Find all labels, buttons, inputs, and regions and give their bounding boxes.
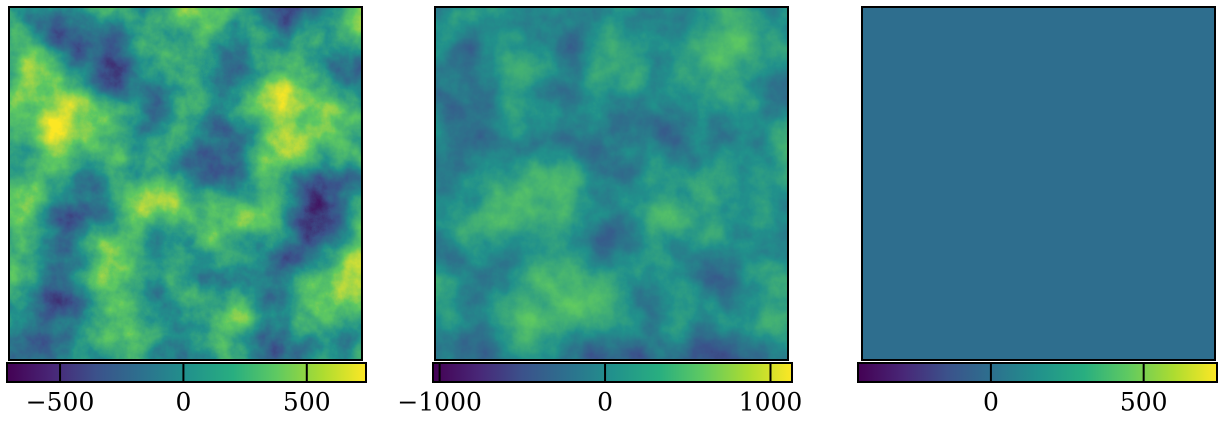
colorbar bbox=[857, 362, 1218, 383]
colorbar-tick-label: −500 bbox=[26, 388, 95, 417]
colorbar-tick-label: 0 bbox=[175, 388, 191, 417]
colorbar-tick-label: 500 bbox=[1120, 388, 1168, 417]
colorbar-tick-label: 0 bbox=[597, 388, 613, 417]
image-frame bbox=[8, 6, 363, 361]
colorbar-tick-label: 500 bbox=[283, 388, 331, 417]
colorbar-tick-label: −1000 bbox=[397, 388, 482, 417]
image bbox=[435, 7, 788, 360]
image bbox=[9, 7, 362, 360]
image-frame bbox=[861, 6, 1216, 361]
colorbar bbox=[6, 362, 367, 383]
image bbox=[862, 7, 1215, 360]
image-frame bbox=[434, 6, 789, 361]
colorbar-tick-label: 0 bbox=[983, 388, 999, 417]
colorbar bbox=[432, 362, 793, 383]
colorbar-tick-label: 1000 bbox=[739, 388, 803, 417]
